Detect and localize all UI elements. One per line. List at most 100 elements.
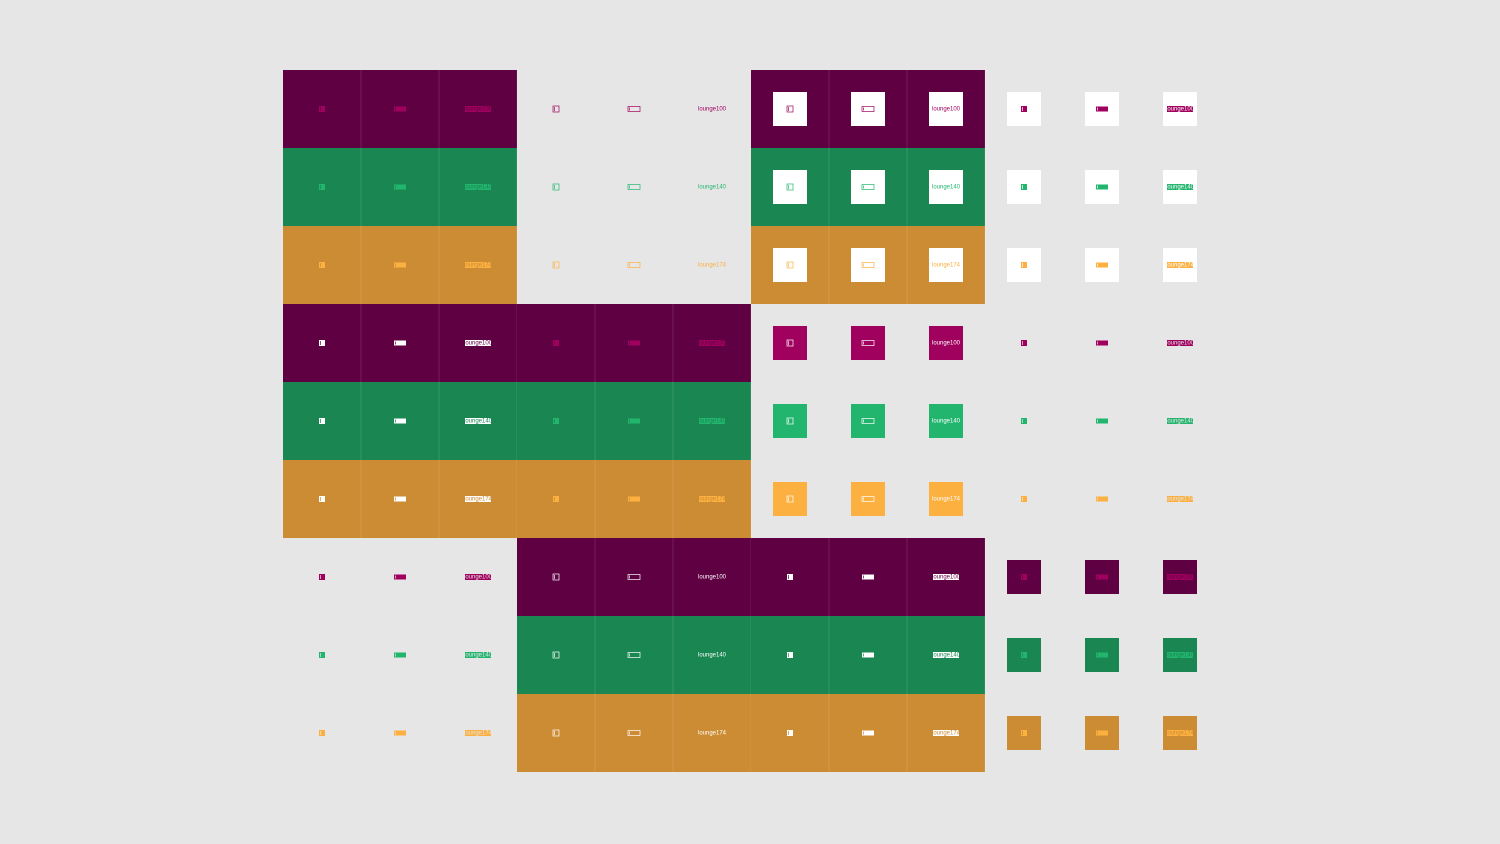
wordmark-box	[465, 184, 491, 190]
wordmark: lounge100	[464, 107, 493, 113]
logo-badge	[773, 404, 807, 438]
logo-mark	[1096, 184, 1108, 190]
logo-badge	[773, 326, 807, 360]
wordmark: lounge174	[932, 497, 961, 503]
wordmark-box	[465, 340, 491, 346]
logo-mark	[394, 418, 406, 424]
logo-mark	[394, 184, 406, 190]
logo-mark	[862, 652, 874, 658]
wordmark: lounge174	[1166, 263, 1195, 269]
logo-mark	[786, 339, 794, 347]
logo-badge	[851, 92, 885, 126]
logo-badge	[929, 482, 963, 516]
wordmark-box	[699, 496, 725, 502]
logo-badge	[851, 404, 885, 438]
logo-mark	[627, 262, 641, 268]
logo-mark	[552, 105, 560, 113]
wordmark-box	[465, 262, 491, 268]
logo-mark	[1021, 496, 1027, 502]
logo-mark	[628, 340, 640, 346]
wordmark-box	[465, 418, 491, 424]
wordmark-box	[1167, 106, 1193, 112]
logo-mark	[627, 730, 641, 736]
logo-mark	[1096, 574, 1108, 580]
logo-mark	[628, 496, 640, 502]
logo-mark	[319, 106, 325, 112]
logo-mark	[394, 652, 406, 658]
logo-mark	[787, 730, 793, 736]
wordmark: lounge100	[464, 341, 493, 347]
logo-badge	[929, 170, 963, 204]
wordmark: lounge140	[464, 419, 493, 425]
wordmark: lounge100	[698, 107, 727, 113]
logo-mark	[1021, 418, 1027, 424]
logo-mark	[394, 262, 406, 268]
wordmark: lounge140	[698, 653, 727, 659]
wordmark-box	[933, 730, 959, 736]
wordmark-box	[933, 652, 959, 658]
logo-badge	[929, 248, 963, 282]
tile-row	[517, 694, 751, 772]
logo-mark	[1021, 262, 1027, 268]
wordmark: lounge174	[464, 263, 493, 269]
logo-mark	[1096, 340, 1108, 346]
logo-mark	[786, 495, 794, 503]
wordmark-box	[1167, 652, 1193, 658]
logo-mark	[1096, 418, 1108, 424]
logo-mark	[1096, 496, 1108, 502]
logo-mark	[394, 730, 406, 736]
logo-badge	[929, 92, 963, 126]
logo-mark	[552, 729, 560, 737]
logo-mark	[861, 106, 875, 112]
wordmark: lounge174	[1166, 497, 1195, 503]
wordmark-box	[1167, 730, 1193, 736]
logo-mark	[552, 651, 560, 659]
wordmark-box	[465, 652, 491, 658]
logo-mark	[319, 496, 325, 502]
wordmark-box	[1167, 418, 1193, 424]
wordmark: lounge140	[932, 419, 961, 425]
logo-mark	[1096, 730, 1108, 736]
logo-mark	[1096, 106, 1108, 112]
logo-mark	[1021, 652, 1027, 658]
wordmark: lounge174	[698, 263, 727, 269]
wordmark: lounge100	[932, 575, 961, 581]
wordmark-box	[465, 496, 491, 502]
wordmark-box	[1167, 574, 1193, 580]
wordmark-box	[465, 574, 491, 580]
logo-badge	[773, 248, 807, 282]
logo-badge	[851, 248, 885, 282]
logo-mark	[394, 106, 406, 112]
logo-badge	[851, 482, 885, 516]
wordmark: lounge140	[464, 653, 493, 659]
wordmark-box	[1167, 496, 1193, 502]
logo-mark	[861, 418, 875, 424]
wordmark-box	[699, 418, 725, 424]
logo-mark	[786, 105, 794, 113]
logo-mark	[627, 184, 641, 190]
logo-badge	[851, 170, 885, 204]
logo-mark	[1021, 106, 1027, 112]
logo-mark	[319, 418, 325, 424]
logo-badge	[773, 92, 807, 126]
logo-badge	[773, 482, 807, 516]
logo-mark	[1021, 340, 1027, 346]
logo-mark	[786, 261, 794, 269]
logo-badge	[773, 170, 807, 204]
logo-mark	[861, 262, 875, 268]
wordmark: lounge140	[1166, 185, 1195, 191]
logo-mark	[862, 730, 874, 736]
logo-mark	[861, 496, 875, 502]
logo-mark	[553, 418, 559, 424]
wordmark: lounge174	[1166, 731, 1195, 737]
logo-mark	[394, 574, 406, 580]
logo-mark	[319, 184, 325, 190]
wordmark: lounge140	[932, 185, 961, 191]
logo-badge	[929, 404, 963, 438]
wordmark: lounge140	[698, 419, 727, 425]
wordmark-box	[933, 574, 959, 580]
logo-mark	[394, 340, 406, 346]
logo-mark	[1021, 730, 1027, 736]
wordmark: lounge174	[932, 263, 961, 269]
